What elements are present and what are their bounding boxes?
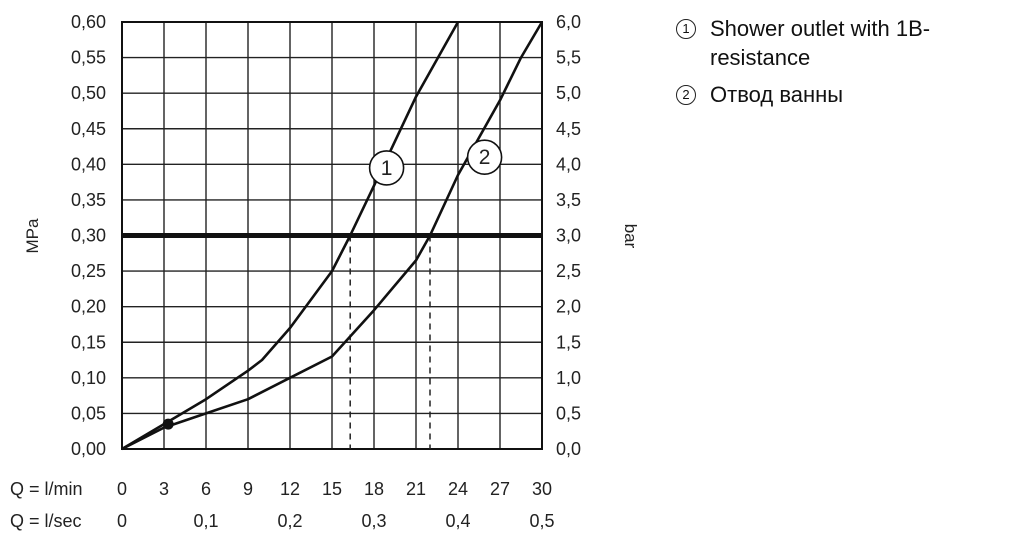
x-axis-ticks: 0 3 6 9 12 15 18 21 24 27 30 0 0,1 0,2 0,3 0,4 0,5 (117, 479, 555, 531)
x-tick-label-lsec: 0,1 (193, 511, 218, 531)
x-tick-label-lmin: 30 (532, 479, 552, 499)
y-axis-right-ticks: 0,0 0,5 1,0 1,5 2,0 2,5 3,0 3,5 4,0 4,5 5,0 5,5 6,0 (556, 12, 581, 459)
legend-marker-1: 1 (676, 19, 696, 39)
y-right-tick-label: 6,0 (556, 12, 581, 32)
y-axis-left-label: MPa (23, 218, 42, 254)
y-left-tick-label: 0,15 (71, 332, 106, 352)
x-row-label-lsec: Q = l/sec (10, 511, 82, 531)
x-tick-label-lsec: 0,4 (445, 511, 470, 531)
y-left-tick-label: 0,55 (71, 48, 106, 68)
y-right-tick-label: 1,5 (556, 332, 581, 352)
y-right-tick-label: 3,0 (556, 226, 581, 246)
x-tick-label-lmin: 18 (364, 479, 384, 499)
x-tick-label-lsec: 0,3 (361, 511, 386, 531)
legend-text-2: Отвод ванны (710, 82, 844, 107)
y-axis-right-label: bar (621, 224, 640, 249)
legend-item-2: 2 Отвод ванны (676, 80, 1006, 109)
x-tick-label-lmin: 3 (159, 479, 169, 499)
legend: 1 Shower outlet with 1B-resistance 2 Отв… (676, 14, 1006, 117)
y-right-tick-label: 5,5 (556, 48, 581, 68)
y-left-tick-label: 0,40 (71, 154, 106, 174)
y-right-tick-label: 0,5 (556, 403, 581, 423)
y-right-tick-label: 1,0 (556, 368, 581, 388)
y-left-tick-label: 0,35 (71, 190, 106, 210)
x-tick-label-lsec: 0,5 (529, 511, 554, 531)
y-right-tick-label: 2,0 (556, 297, 581, 317)
x-tick-label-lmin: 24 (448, 479, 468, 499)
series-label-circle-1 (368, 150, 405, 186)
y-right-tick-label: 5,0 (556, 83, 581, 103)
x-row-label-lmin: Q = l/min (10, 479, 83, 499)
y-left-tick-label: 0,10 (71, 368, 106, 388)
series-line-2 (121, 21, 544, 451)
series-label-1: 1 (381, 157, 393, 180)
x-tick-label-lmin: 15 (322, 479, 342, 499)
series-label-circle-2 (466, 139, 503, 176)
highlight-point (162, 418, 174, 430)
y-left-tick-label: 0,00 (71, 439, 106, 459)
y-left-tick-label: 0,50 (71, 83, 106, 103)
y-right-tick-label: 4,0 (556, 154, 581, 174)
y-right-tick-label: 2,5 (556, 261, 581, 281)
y-left-tick-label: 0,20 (71, 297, 106, 317)
y-left-tick-label: 0,30 (71, 226, 106, 246)
x-tick-label-lmin: 21 (406, 479, 426, 499)
y-left-tick-label: 0,25 (71, 261, 106, 281)
y-axis-left-ticks: 0,00 0,05 0,10 0,15 0,20 0,25 0,30 0,35 0,40 0,45… (71, 12, 106, 459)
x-tick-label-lsec: 0,2 (277, 511, 302, 531)
x-tick-label-lmin: 9 (243, 479, 253, 499)
legend-item-1: 1 Shower outlet with 1B-resistance (676, 14, 1006, 72)
legend-marker-2: 2 (676, 85, 696, 105)
x-tick-label-lmin: 27 (490, 479, 510, 499)
x-tick-label-lmin: 0 (117, 479, 127, 499)
y-left-tick-label: 0,60 (71, 12, 106, 32)
y-left-tick-label: 0,45 (71, 119, 106, 139)
y-left-tick-label: 0,05 (71, 403, 106, 423)
legend-text-1: Shower outlet with 1B-resistance (710, 16, 931, 70)
x-tick-label-lmin: 12 (280, 479, 300, 499)
y-right-tick-label: 4,5 (556, 119, 581, 139)
y-right-tick-label: 0,0 (556, 439, 581, 459)
series-label-2: 2 (479, 146, 491, 169)
x-tick-label-lsec: 0 (117, 511, 127, 531)
y-right-tick-label: 3,5 (556, 190, 581, 210)
x-tick-label-lmin: 6 (201, 479, 211, 499)
